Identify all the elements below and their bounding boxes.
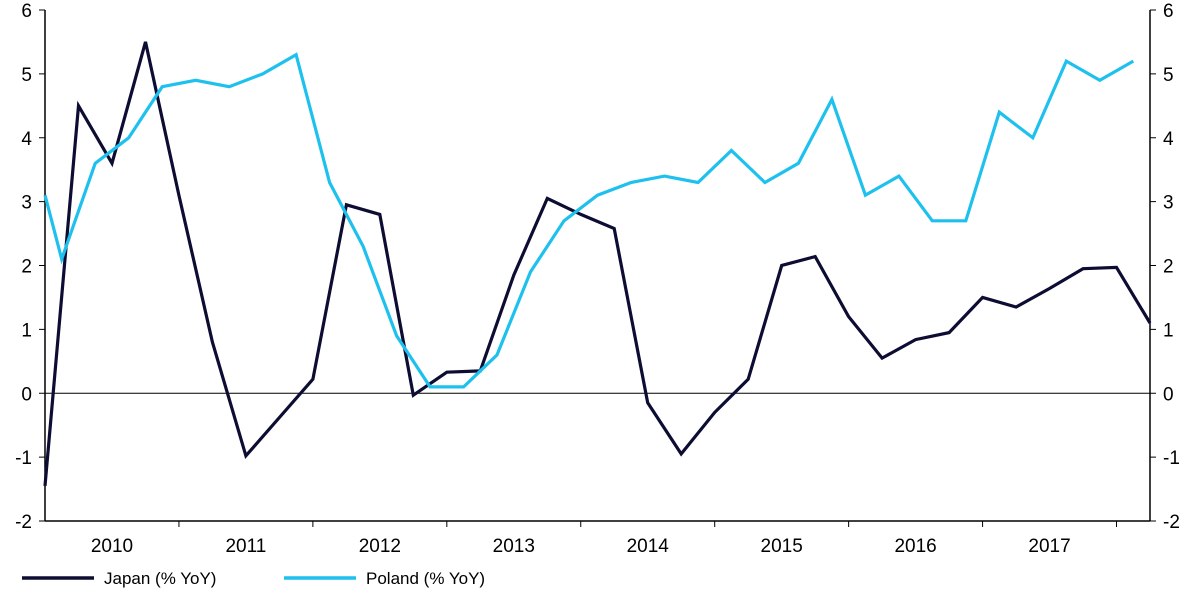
- right-y-tick-label: 6: [1163, 1, 1174, 22]
- x-tick-label: 2011: [225, 536, 266, 557]
- legend: Japan (% YoY) Poland (% YoY): [22, 569, 485, 588]
- japan-series-line: [43, 41, 1152, 487]
- x-tick-label: 2015: [761, 536, 803, 557]
- right-y-tick-label: 5: [1163, 65, 1174, 86]
- right-y-axis-tick-labels: -2 -1 0 1 2 3 4 5 6: [1163, 1, 1180, 533]
- left-y-tick-label: 2: [21, 257, 32, 278]
- x-tick-label: 2014: [627, 536, 670, 557]
- right-y-tick-label: -2: [1163, 512, 1180, 533]
- x-axis-tick-labels: 2010 2011 2012 2013 2014 2015 2016 2017: [91, 536, 1071, 557]
- left-y-tick-label: -2: [15, 512, 32, 533]
- japan-legend-label: Japan (% YoY): [104, 569, 216, 588]
- left-y-tick-label: 0: [21, 384, 32, 405]
- left-y-axis-tick-labels: -2 -1 0 1 2 3 4 5 6: [15, 1, 32, 533]
- left-y-tick-label: 1: [21, 320, 32, 341]
- x-tick-label: 2012: [359, 536, 401, 557]
- axes: [39, 9, 1156, 527]
- left-y-tick-label: 5: [21, 65, 32, 86]
- right-y-tick-label: 4: [1163, 129, 1174, 150]
- right-y-tick-label: -1: [1163, 448, 1180, 469]
- x-tick-label: 2013: [493, 536, 535, 557]
- x-tick-label: 2016: [894, 536, 936, 557]
- left-y-tick-label: 6: [21, 1, 32, 22]
- right-y-tick-label: 2: [1163, 257, 1174, 278]
- x-tick-label: 2017: [1028, 536, 1070, 557]
- right-y-tick-label: 3: [1163, 193, 1174, 214]
- left-y-tick-label: 4: [21, 129, 32, 150]
- series-lines: [43, 41, 1152, 487]
- left-y-tick-label: 3: [21, 193, 32, 214]
- poland-series-line: [43, 52, 1135, 389]
- right-y-tick-label: 1: [1163, 320, 1174, 341]
- left-y-tick-label: -1: [15, 448, 32, 469]
- poland-legend-label: Poland (% YoY): [366, 569, 485, 588]
- x-tick-label: 2010: [91, 536, 133, 557]
- right-y-tick-label: 0: [1163, 384, 1174, 405]
